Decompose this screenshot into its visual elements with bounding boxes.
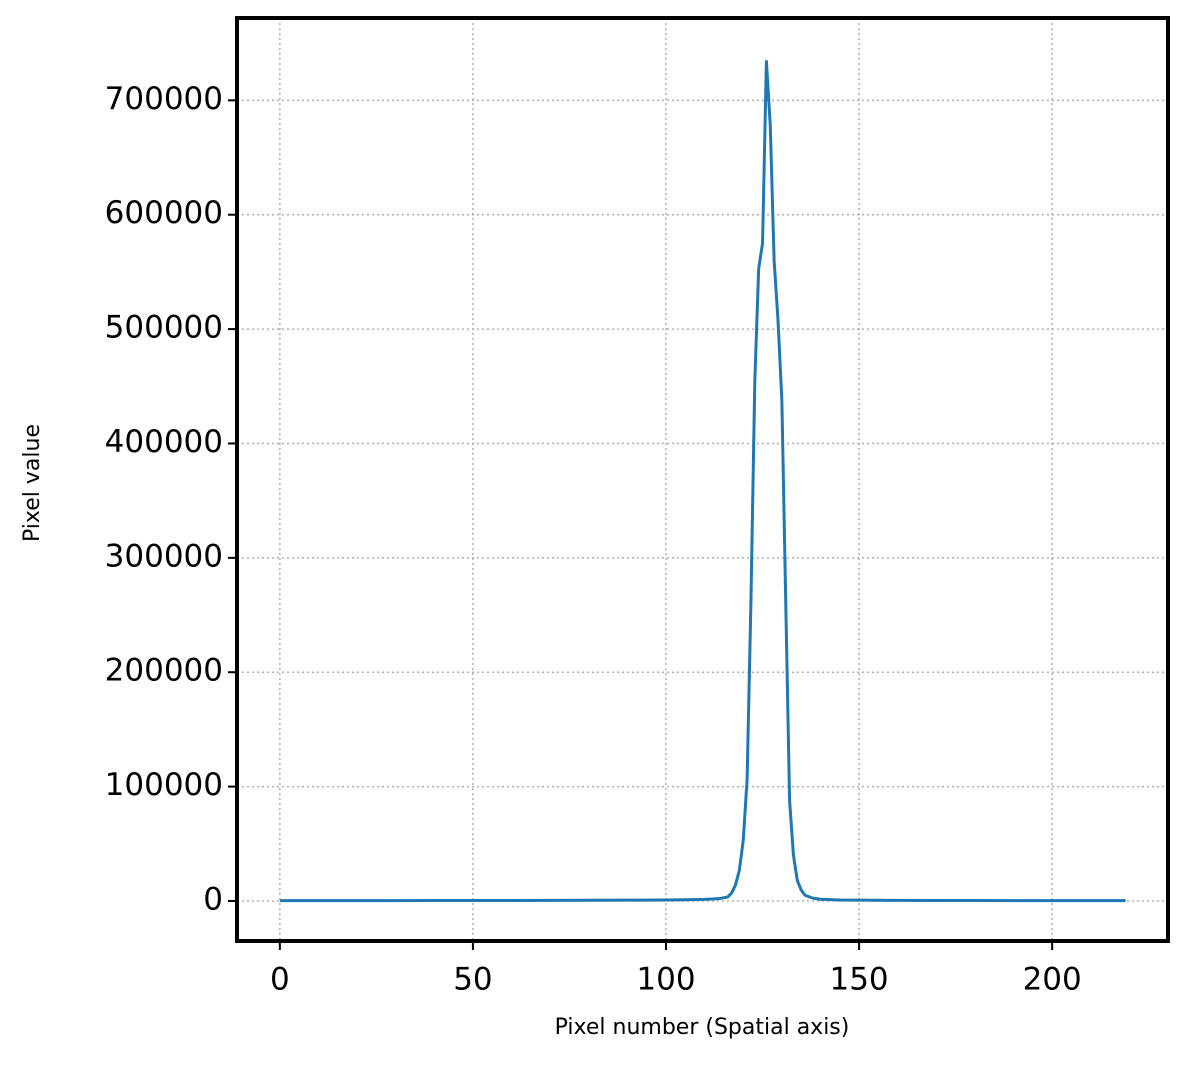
y-tick-label: 400000 (105, 424, 223, 460)
x-tick-label: 150 (829, 962, 888, 998)
y-axis-label: Pixel value (20, 424, 45, 542)
y-tick-label: 200000 (105, 653, 223, 689)
y-tick-label: 0 (203, 881, 223, 917)
y-tick-label: 500000 (105, 310, 223, 346)
x-tick-label: 200 (1023, 962, 1082, 998)
x-tick-label: 50 (453, 962, 492, 998)
y-tick-label: 600000 (105, 195, 223, 231)
plot-frame (235, 16, 1170, 943)
x-tick-label: 0 (270, 962, 290, 998)
y-tick-label: 100000 (105, 767, 223, 803)
y-tick-label: 700000 (105, 81, 223, 117)
x-tick-label: 100 (636, 962, 695, 998)
y-tick-label: 300000 (105, 538, 223, 574)
x-axis-label: Pixel number (Spatial axis) (555, 1015, 850, 1040)
data-line (279, 59, 1126, 903)
